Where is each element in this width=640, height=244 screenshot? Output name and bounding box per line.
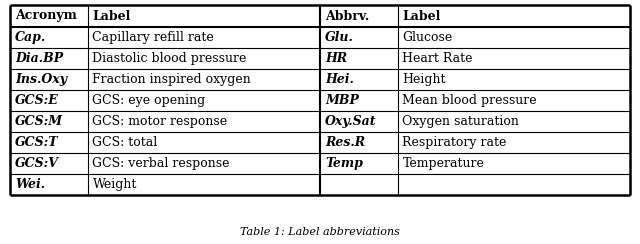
Text: Heart Rate: Heart Rate xyxy=(403,52,473,65)
Text: Temperature: Temperature xyxy=(403,157,484,170)
Text: Fraction inspired oxygen: Fraction inspired oxygen xyxy=(93,73,252,86)
Text: Dia.BP: Dia.BP xyxy=(15,52,63,65)
Text: Res.R: Res.R xyxy=(325,136,365,149)
Text: Diastolic blood pressure: Diastolic blood pressure xyxy=(93,52,247,65)
Text: Weight: Weight xyxy=(93,178,137,191)
Text: Table 1: Label abbreviations: Table 1: Label abbreviations xyxy=(240,227,400,237)
Text: Height: Height xyxy=(403,73,446,86)
Text: GCS: verbal response: GCS: verbal response xyxy=(93,157,230,170)
Text: Hei.: Hei. xyxy=(325,73,354,86)
Text: Oxygen saturation: Oxygen saturation xyxy=(403,115,520,128)
Text: Acronym: Acronym xyxy=(15,10,77,22)
Text: Oxy.Sat: Oxy.Sat xyxy=(325,115,376,128)
Text: GCS:V: GCS:V xyxy=(15,157,59,170)
Text: GCS: total: GCS: total xyxy=(93,136,157,149)
Text: Ins.Oxy: Ins.Oxy xyxy=(15,73,67,86)
Text: Abbrv.: Abbrv. xyxy=(325,10,369,22)
Text: Capillary refill rate: Capillary refill rate xyxy=(93,31,214,44)
Text: Wei.: Wei. xyxy=(15,178,45,191)
Text: MBP: MBP xyxy=(325,94,359,107)
Text: Respiratory rate: Respiratory rate xyxy=(403,136,507,149)
Text: GCS:E: GCS:E xyxy=(15,94,59,107)
Text: Mean blood pressure: Mean blood pressure xyxy=(403,94,537,107)
Text: GCS:T: GCS:T xyxy=(15,136,58,149)
Text: Glu.: Glu. xyxy=(325,31,354,44)
Text: Label: Label xyxy=(93,10,131,22)
Text: Label: Label xyxy=(403,10,441,22)
Text: HR: HR xyxy=(325,52,347,65)
Text: GCS: eye opening: GCS: eye opening xyxy=(93,94,205,107)
Text: GCS: motor response: GCS: motor response xyxy=(93,115,228,128)
Text: Cap.: Cap. xyxy=(15,31,46,44)
Text: Temp: Temp xyxy=(325,157,363,170)
Text: GCS:M: GCS:M xyxy=(15,115,63,128)
Text: Glucose: Glucose xyxy=(403,31,452,44)
